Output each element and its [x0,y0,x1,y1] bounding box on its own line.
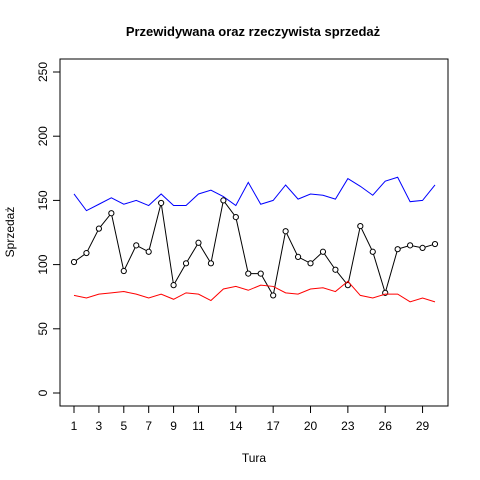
y-tick-label: 200 [36,126,50,146]
data-point [394,246,401,253]
data-point [307,260,314,267]
x-tick-label: 7 [145,419,152,433]
x-tick-label: 5 [120,419,127,433]
series-1 [73,176,436,212]
series-1-line [73,176,436,212]
series-2-line [73,199,436,297]
data-point [220,197,227,204]
x-tick-label: 1 [71,419,78,433]
y-tick-label: 250 [36,62,50,82]
data-point [332,266,339,273]
chart-title: Przewidywana oraz rzeczywista sprzedaż [126,24,381,39]
data-point [419,244,426,252]
x-tick-label: 26 [379,419,393,433]
x-tick-label: 3 [96,419,103,433]
y-tick-label: 150 [36,190,50,210]
data-point [70,258,78,266]
data-point [357,222,364,230]
y-tick-label: 0 [36,389,50,396]
data-point [344,282,351,289]
data-point [120,267,127,275]
y-axis-label: Sprzedaż [3,207,17,258]
data-point [369,248,376,255]
x-tick-label: 20 [304,419,318,433]
data-point [83,249,90,257]
data-point [294,253,302,260]
data-point [245,270,252,277]
data-point [207,260,215,267]
data-point [182,260,190,267]
data-point [195,239,202,246]
x-tick-label: 9 [170,419,177,433]
data-point [431,240,439,248]
x-tick-label: 23 [341,419,355,433]
data-point [407,242,414,249]
x-tick-label: 17 [266,419,280,433]
series-2 [70,197,439,299]
x-axis-label: Tura [242,451,267,465]
plot-frame [59,58,449,407]
data-point [319,248,327,255]
series-3-line [73,280,436,303]
data-point [158,199,165,207]
data-point [270,292,277,299]
series-3 [73,280,436,303]
data-point [257,270,264,277]
data-point [108,210,115,217]
data-point [170,282,177,289]
y-tick-label: 100 [36,254,50,274]
x-tick-label: 14 [229,419,243,433]
data-point [232,213,239,221]
x-tick-label: 29 [416,419,430,433]
y-tick-label: 50 [36,322,50,336]
data-point [95,225,102,232]
series-layer [70,176,439,303]
data-point [133,242,140,249]
x-axis: 1 3 5 7 9 11 14 17 20 23 26 29 [71,405,430,433]
y-axis: 0 50 100 150 200 250 [36,62,61,396]
data-point [282,228,289,235]
data-point [145,248,152,255]
x-tick-label: 11 [192,419,205,433]
